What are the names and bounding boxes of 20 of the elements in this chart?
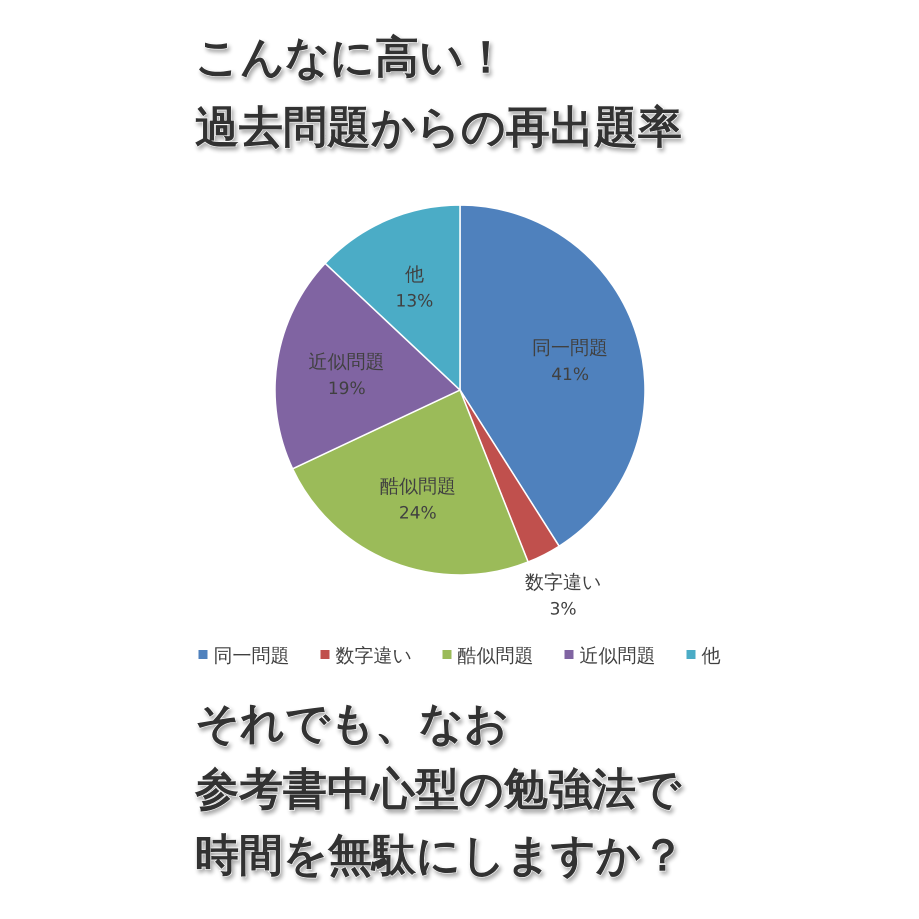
- data-label: 24%: [398, 504, 437, 524]
- legend-label: 酷似問題: [458, 645, 534, 667]
- legend-label: 数字違い: [336, 645, 412, 667]
- slice-label: 同一問題: [532, 337, 608, 359]
- slice-label: 数字違い: [525, 571, 602, 594]
- legend-label: 同一問題: [214, 645, 290, 667]
- text: それでも、なお: [195, 698, 509, 749]
- data-label: 19%: [328, 379, 366, 400]
- text: 参考書中心型の勉強法で: [194, 764, 682, 815]
- slice-label: 他: [404, 264, 424, 286]
- data-label: 3%: [550, 599, 577, 620]
- text: 時間を無駄にしますか？: [195, 830, 685, 881]
- slice-label: 酷似問題: [380, 476, 456, 498]
- slice-label: 近似問題: [308, 351, 385, 374]
- data-label: 13%: [396, 292, 434, 312]
- legend-label: 近似問題: [580, 645, 656, 667]
- chart-subtitle: 過去問題からの再出題率: [195, 102, 682, 153]
- legend-label: 他: [702, 645, 720, 667]
- chart-title: こんなに高い！: [195, 32, 508, 83]
- data-label: 41%: [551, 365, 590, 385]
